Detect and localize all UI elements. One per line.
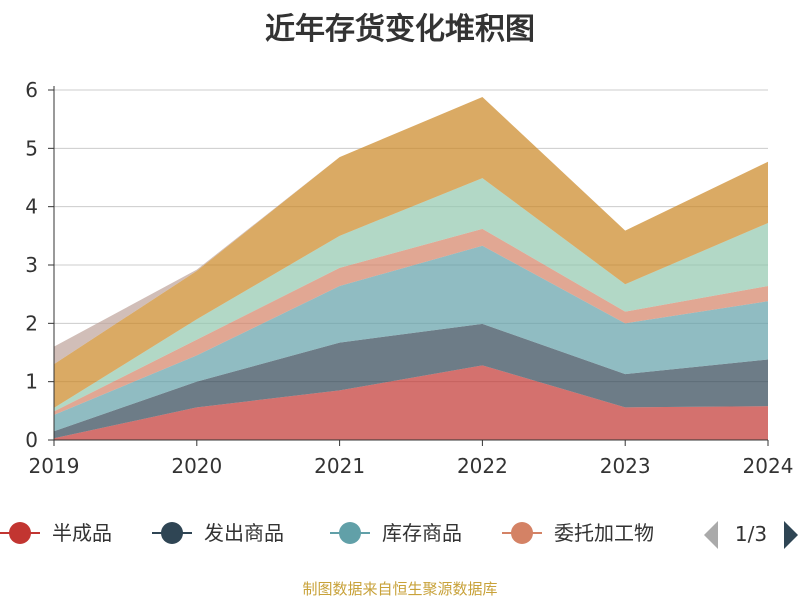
y-tick-label: 1 bbox=[25, 370, 38, 394]
area-band bbox=[54, 365, 768, 440]
x-tick-label: 2021 bbox=[314, 454, 365, 478]
legend-marker bbox=[9, 522, 31, 544]
y-tick-label: 6 bbox=[25, 78, 38, 102]
y-tick-label: 0 bbox=[25, 428, 38, 452]
legend-marker bbox=[161, 522, 183, 544]
area-band bbox=[54, 178, 768, 412]
area-band bbox=[54, 228, 768, 415]
area-band bbox=[54, 323, 768, 439]
y-tick-label: 5 bbox=[25, 136, 38, 160]
x-tick-label: 2022 bbox=[457, 454, 508, 478]
area-series bbox=[54, 97, 768, 440]
legend-next-arrow-icon[interactable] bbox=[784, 521, 798, 549]
legend-label: 半成品 bbox=[52, 521, 112, 545]
legend-item: 委托加工物 bbox=[502, 521, 654, 545]
legend-label: 委托加工物 bbox=[554, 521, 654, 545]
x-tick-label: 2019 bbox=[29, 454, 80, 478]
legend-label: 库存商品 bbox=[382, 521, 462, 545]
y-tick-label: 4 bbox=[25, 195, 38, 219]
y-tick-label: 2 bbox=[25, 311, 38, 335]
x-tick-label: 2024 bbox=[743, 454, 794, 478]
area-band bbox=[54, 245, 768, 432]
source-note: 制图数据来自恒生聚源数据库 bbox=[302, 580, 498, 598]
legend-prev-arrow-icon[interactable] bbox=[704, 521, 718, 549]
legend-page-indicator: 1/3 bbox=[735, 522, 767, 546]
x-tick-label: 2020 bbox=[171, 454, 222, 478]
legend-item: 半成品 bbox=[0, 521, 112, 545]
area-band bbox=[54, 97, 768, 408]
y-tick-label: 3 bbox=[25, 253, 38, 277]
chart-title: 近年存货变化堆积图 bbox=[265, 12, 535, 47]
legend-marker bbox=[339, 522, 361, 544]
x-tick-label: 2023 bbox=[600, 454, 651, 478]
legend-item: 库存商品 bbox=[330, 521, 462, 545]
axes: 0 1 2 3 4 5 6 2019 2020 2021 2022 2023 2024 bbox=[25, 78, 793, 478]
legend-label: 发出商品 bbox=[204, 521, 284, 545]
legend: 半成品 发出商品 库存商品 委托加工物 1/3 bbox=[0, 521, 798, 549]
legend-marker bbox=[511, 522, 533, 544]
legend-item: 发出商品 bbox=[152, 521, 284, 545]
